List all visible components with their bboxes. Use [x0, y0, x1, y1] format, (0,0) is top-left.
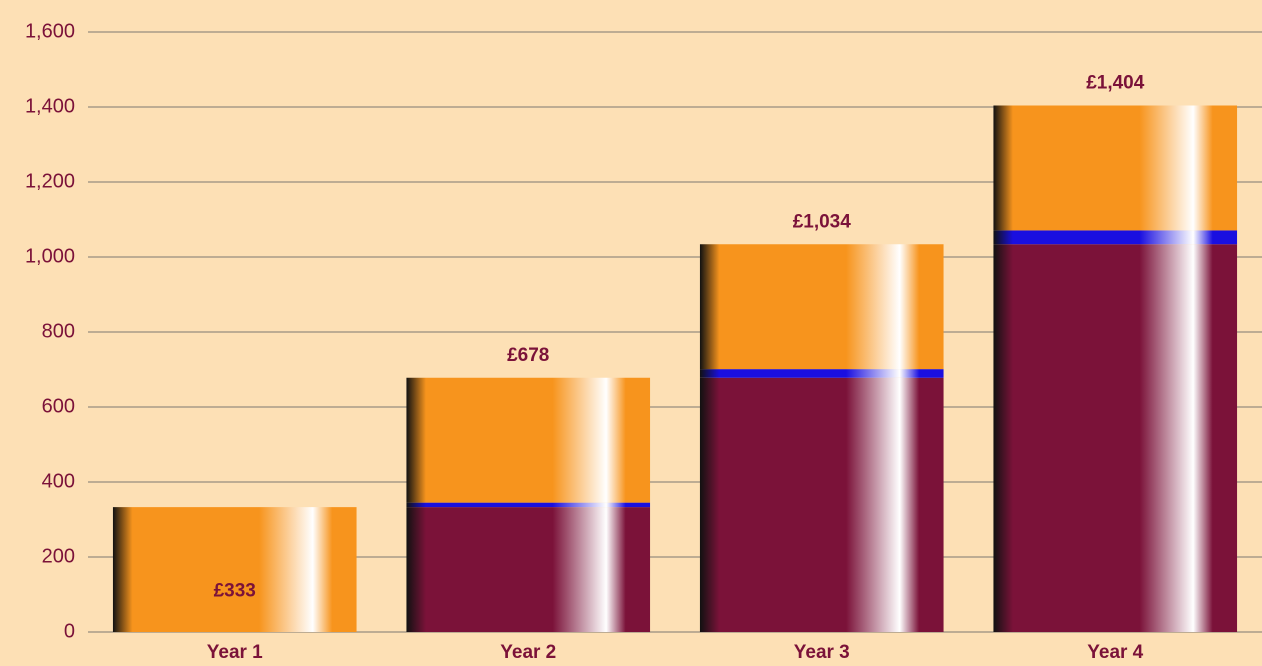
total-label: £333	[214, 581, 256, 602]
bar-segment	[993, 105, 1238, 231]
y-tick-label: 200	[42, 545, 75, 567]
y-tick-label: 1,600	[25, 20, 75, 42]
total-label: £1,404	[1086, 73, 1145, 94]
x-tick-label: Year 3	[794, 642, 850, 661]
bar-segment	[993, 244, 1238, 632]
bar-segment	[699, 369, 944, 378]
y-tick-label: 0	[64, 620, 75, 642]
x-tick-label: Year 2	[500, 642, 556, 661]
bar-segment	[406, 377, 651, 503]
y-tick-label: 800	[42, 320, 75, 342]
y-tick-label: 1,000	[25, 245, 75, 267]
total-label: £678	[507, 345, 549, 366]
x-tick-label: Year 4	[1087, 642, 1143, 661]
bar-segment	[699, 244, 944, 370]
bar-segment	[993, 230, 1238, 245]
x-tick-label: Year 1	[207, 642, 263, 661]
y-tick-label: 400	[42, 470, 75, 492]
bar-segment	[406, 502, 651, 508]
y-tick-label: 600	[42, 395, 75, 417]
bar-segment	[406, 507, 651, 632]
y-tick-label: 1,200	[25, 170, 75, 192]
bar-segment	[112, 507, 357, 632]
total-label: £1,034	[793, 211, 852, 232]
y-tick-label: 1,400	[25, 95, 75, 117]
bar-segment	[699, 377, 944, 632]
